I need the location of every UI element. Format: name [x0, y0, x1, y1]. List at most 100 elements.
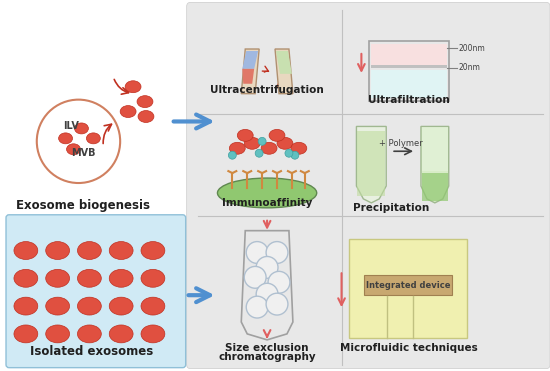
Circle shape: [421, 88, 427, 93]
Ellipse shape: [364, 307, 375, 317]
Ellipse shape: [377, 49, 391, 59]
Ellipse shape: [429, 178, 437, 184]
Text: Isolated exosomes: Isolated exosomes: [30, 345, 153, 358]
Bar: [358, 131, 385, 196]
Circle shape: [384, 259, 390, 266]
Circle shape: [272, 306, 277, 311]
Polygon shape: [241, 231, 293, 340]
Ellipse shape: [277, 83, 283, 88]
Circle shape: [378, 81, 384, 87]
Ellipse shape: [141, 297, 165, 315]
Ellipse shape: [109, 297, 133, 315]
Ellipse shape: [138, 111, 154, 122]
Ellipse shape: [86, 133, 100, 144]
Text: Immunoaffinity: Immunoaffinity: [222, 198, 312, 208]
Circle shape: [257, 275, 262, 280]
Ellipse shape: [434, 193, 442, 199]
Text: + Polymer: + Polymer: [379, 139, 423, 148]
Ellipse shape: [246, 294, 254, 300]
Ellipse shape: [258, 237, 266, 244]
Ellipse shape: [14, 269, 38, 287]
Ellipse shape: [269, 129, 285, 141]
Circle shape: [388, 75, 394, 81]
Ellipse shape: [141, 242, 165, 259]
Bar: [370, 41, 449, 101]
Circle shape: [401, 88, 407, 93]
Ellipse shape: [384, 54, 398, 64]
Ellipse shape: [429, 247, 441, 257]
Polygon shape: [356, 127, 386, 203]
Ellipse shape: [280, 299, 288, 305]
Ellipse shape: [401, 247, 413, 257]
Ellipse shape: [394, 308, 404, 316]
Ellipse shape: [134, 77, 168, 127]
Circle shape: [262, 260, 267, 266]
Circle shape: [274, 284, 279, 289]
Ellipse shape: [364, 320, 375, 330]
Circle shape: [272, 246, 277, 251]
Circle shape: [272, 255, 277, 259]
Ellipse shape: [141, 269, 165, 287]
Ellipse shape: [367, 190, 375, 196]
Circle shape: [266, 242, 288, 263]
Bar: [371, 70, 447, 98]
Circle shape: [262, 296, 267, 301]
Ellipse shape: [46, 242, 69, 259]
Ellipse shape: [46, 269, 69, 287]
Circle shape: [244, 266, 266, 288]
Circle shape: [428, 75, 434, 81]
Circle shape: [262, 269, 267, 274]
Circle shape: [246, 242, 268, 263]
Text: 20nm: 20nm: [459, 63, 481, 72]
Circle shape: [398, 81, 404, 87]
Ellipse shape: [414, 54, 428, 64]
Circle shape: [418, 81, 424, 87]
Circle shape: [434, 313, 440, 319]
Ellipse shape: [364, 152, 373, 160]
Ellipse shape: [14, 242, 38, 259]
Polygon shape: [421, 127, 449, 203]
Circle shape: [291, 151, 299, 159]
Ellipse shape: [109, 325, 133, 343]
Ellipse shape: [278, 314, 286, 320]
Ellipse shape: [420, 47, 434, 57]
Circle shape: [252, 309, 257, 314]
Ellipse shape: [261, 142, 277, 154]
FancyBboxPatch shape: [186, 2, 550, 369]
FancyBboxPatch shape: [6, 215, 186, 368]
Ellipse shape: [67, 144, 80, 155]
Circle shape: [282, 280, 287, 285]
Bar: [422, 173, 448, 201]
Ellipse shape: [244, 137, 260, 149]
Circle shape: [424, 307, 430, 313]
Text: Size exclusion: Size exclusion: [226, 343, 309, 353]
Polygon shape: [242, 51, 258, 69]
Ellipse shape: [109, 269, 133, 287]
Ellipse shape: [407, 49, 421, 59]
Text: 200nm: 200nm: [459, 43, 486, 53]
Circle shape: [274, 276, 279, 280]
Ellipse shape: [78, 269, 101, 287]
Bar: [371, 65, 447, 68]
Ellipse shape: [109, 242, 133, 259]
Circle shape: [268, 271, 290, 293]
Circle shape: [272, 297, 277, 302]
Ellipse shape: [74, 123, 89, 134]
Ellipse shape: [248, 317, 256, 323]
Ellipse shape: [125, 81, 141, 93]
Ellipse shape: [375, 247, 387, 257]
Circle shape: [246, 296, 268, 318]
Circle shape: [260, 250, 265, 255]
Circle shape: [411, 249, 419, 256]
Ellipse shape: [389, 257, 401, 267]
Circle shape: [250, 270, 255, 276]
Text: Ultracentrifugation: Ultracentrifugation: [210, 85, 324, 95]
Text: chromatography: chromatography: [218, 352, 316, 362]
Polygon shape: [241, 49, 259, 93]
Ellipse shape: [137, 96, 153, 108]
Ellipse shape: [291, 142, 307, 154]
Ellipse shape: [279, 76, 285, 81]
Text: Microfluidic techniques: Microfluidic techniques: [340, 343, 478, 353]
Ellipse shape: [46, 297, 69, 315]
Circle shape: [262, 288, 267, 292]
